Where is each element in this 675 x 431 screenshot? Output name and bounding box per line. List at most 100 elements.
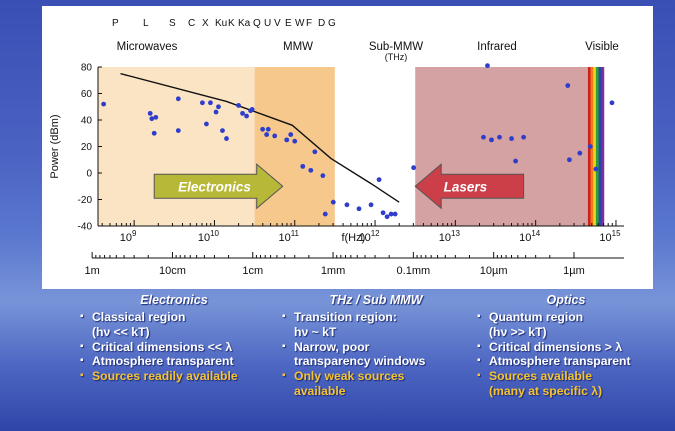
band-letter: Ku	[215, 18, 227, 29]
data-point	[175, 128, 181, 133]
data-point	[566, 157, 572, 163]
figure-panel: P L S C X Ku K Ka Q U V E W F D G Microwaves MMW Sub-MMW (T…	[42, 6, 653, 289]
band-letter: L	[143, 18, 149, 29]
data-point	[587, 144, 593, 149]
wavelength-label: 1µm	[563, 265, 585, 277]
bullet-text: Transition region:	[294, 310, 397, 324]
data-point	[220, 128, 225, 133]
data-point	[249, 107, 255, 112]
data-point	[577, 150, 583, 156]
band-region	[254, 67, 335, 226]
data-point	[322, 211, 328, 217]
data-point	[300, 163, 306, 169]
y-tick-label: 60	[81, 89, 93, 100]
data-point	[272, 133, 278, 139]
x-axis-title: f(Hz)	[341, 232, 365, 244]
data-point	[593, 166, 599, 172]
wavelength-label: 1m	[84, 265, 99, 277]
visible-spectrum-stripe	[601, 67, 605, 226]
wavelength-label: 0.1mm	[397, 265, 431, 277]
data-point	[609, 100, 615, 106]
data-point	[330, 199, 336, 205]
band-region	[98, 67, 255, 226]
data-point	[175, 96, 181, 102]
band-name: MMW	[283, 41, 313, 53]
y-tick-label: 0	[86, 169, 92, 180]
band-letter: Q	[253, 18, 261, 29]
band-letter: D	[318, 18, 325, 29]
bullet-item: Sources available(many at specific λ)	[477, 369, 631, 399]
data-point	[356, 206, 362, 212]
data-point	[565, 83, 571, 88]
bullet-continuation: available	[294, 383, 346, 398]
column-title-electronics: Electronics	[140, 293, 208, 307]
band-region	[415, 67, 588, 226]
bullet-text: Atmosphere transparent	[92, 354, 234, 369]
data-point	[513, 158, 518, 164]
bullet-continuation: transparency windows	[294, 354, 426, 369]
arrow-label: Lasers	[444, 179, 488, 194]
bullet-item: Classical region(hν << kT)	[80, 310, 238, 340]
data-point	[411, 165, 416, 171]
data-point	[388, 211, 394, 217]
data-point	[292, 138, 298, 144]
data-point	[497, 134, 502, 140]
band-letter: C	[188, 18, 195, 29]
band-letter: S	[169, 18, 176, 29]
bullet-text: Sources available	[489, 369, 592, 384]
data-point	[392, 211, 398, 217]
bullet-text: Narrow, poor	[294, 339, 370, 354]
band-letter: X	[202, 18, 209, 29]
band-letter: P	[112, 18, 119, 29]
wavelength-label: 1cm	[242, 265, 263, 277]
data-point	[308, 167, 314, 173]
x-tick-label: 1012	[358, 229, 380, 244]
band-letter: Ka	[238, 18, 251, 29]
thz-bullet-list: Transition region:hν ~ kTNarrow, poortra…	[282, 310, 425, 399]
band-name: Infrared	[477, 41, 517, 53]
visible-spectrum-stripe	[598, 67, 602, 226]
x-tick-label: 1014	[519, 229, 541, 244]
bullet-item: Quantum region(hν >> kT)	[477, 310, 631, 340]
data-point	[236, 103, 241, 108]
bullet-text: Critical dimensions << λ	[92, 339, 233, 354]
bullet-item: Atmosphere transparent	[80, 354, 238, 369]
y-tick-label: 80	[81, 63, 93, 74]
y-tick-label: 40	[81, 116, 93, 127]
bullet-continuation: hν ~ kT	[294, 324, 337, 339]
data-point	[320, 173, 326, 179]
trend-line	[120, 72, 400, 203]
bullet-item: Sources readily available	[80, 369, 238, 384]
data-point	[265, 126, 271, 132]
arrow-electronics	[153, 163, 284, 210]
bullet-text: Classical region	[92, 310, 186, 324]
wavelength-label: 10cm	[159, 265, 186, 277]
y-tick-label: -40	[78, 222, 93, 233]
visible-spectrum-stripe	[595, 67, 599, 226]
bullet-item: Atmosphere transparent	[477, 354, 631, 369]
x-tick-label: 1010	[198, 229, 220, 244]
data-point	[204, 121, 209, 127]
band-name: Visible	[585, 41, 619, 53]
data-point	[489, 137, 494, 143]
x-tick-label: 109	[120, 229, 137, 244]
data-point	[151, 130, 157, 136]
band-name: Microwaves	[117, 41, 178, 53]
data-point	[208, 100, 213, 106]
data-point	[260, 126, 266, 132]
optics-bullet-list: Quantum region(hν >> kT)Critical dimensi…	[477, 310, 631, 399]
data-point	[149, 116, 155, 122]
band-name: Sub-MMW	[369, 41, 423, 53]
data-point	[240, 110, 245, 116]
bullet-continuation: (many at specific λ)	[489, 383, 603, 398]
y-tick-label: 20	[81, 142, 93, 153]
x-tick-label: 1011	[278, 229, 299, 244]
data-point	[344, 202, 350, 208]
bullet-text: Only weak sources	[294, 369, 405, 384]
data-point	[199, 100, 205, 106]
bullet-item: Critical dimensions > λ	[477, 340, 631, 355]
data-point	[376, 177, 382, 183]
bullet-continuation: (hν >> kT)	[489, 324, 547, 339]
data-point	[147, 110, 153, 116]
